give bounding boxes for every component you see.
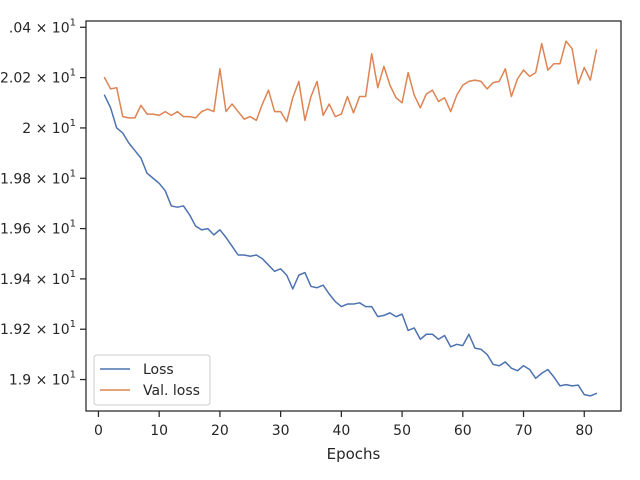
y-tick-label: 1.98 × 101	[0, 168, 76, 187]
y-tick-mantissa: 1.94	[0, 272, 31, 288]
series-line-val-loss	[103, 40, 598, 123]
y-tick-base: 10	[52, 171, 70, 187]
y-tick-base: 10	[52, 322, 70, 338]
x-tick-label: 70	[515, 423, 533, 439]
x-tick-label: 30	[272, 423, 290, 439]
y-tick-exponent: 1	[70, 68, 76, 79]
legend-label: Loss	[143, 362, 174, 378]
y-tick-mantissa: 2	[22, 121, 31, 137]
y-tick-exponent: 1	[70, 118, 76, 129]
y-tick-label: 2.02 × 101	[0, 68, 76, 87]
y-tick-label: 1.96 × 101	[0, 219, 76, 238]
y-tick-base: 10	[52, 272, 70, 288]
x-tick-label: 60	[454, 423, 472, 439]
x-tick-label: 50	[393, 423, 411, 439]
y-tick-exponent: 1	[70, 319, 76, 330]
x-axis: 0 10 20 30 40 50 60 70 80	[94, 411, 593, 439]
y-tick-mantissa: 1.9	[9, 373, 31, 389]
y-tick-label: 1.92 × 101	[0, 319, 76, 338]
y-tick-exponent: 1	[70, 17, 76, 28]
x-axis-label: Epochs	[327, 445, 381, 463]
series-layer	[103, 40, 598, 397]
y-tick-mantissa: .04	[9, 20, 31, 36]
y-tick-exponent: 1	[70, 219, 76, 230]
y-tick-exponent: 1	[70, 269, 76, 280]
y-tick-base: 10	[52, 373, 70, 389]
y-tick-times: ×	[31, 373, 52, 389]
y-tick-mantissa: 1.96	[0, 222, 31, 238]
series-line-loss	[103, 94, 598, 397]
x-tick-label: 20	[211, 423, 229, 439]
x-tick-label: 10	[150, 423, 168, 439]
legend-label: Val. loss	[143, 383, 200, 399]
x-tick-label: 0	[94, 423, 103, 439]
y-tick-exponent: 1	[70, 370, 76, 381]
y-tick-mantissa: 1.92	[0, 322, 31, 338]
y-tick-times: ×	[31, 222, 52, 238]
y-tick-label: .04 × 101	[9, 17, 76, 36]
x-tick-label: 40	[332, 423, 350, 439]
plot-area-frame	[85, 20, 622, 412]
y-tick-times: ×	[31, 121, 52, 137]
y-tick-mantissa: 1.98	[0, 171, 31, 187]
y-tick-label: 1.94 × 101	[0, 269, 76, 288]
y-tick-times: ×	[31, 20, 52, 36]
x-tick-label: 80	[575, 423, 593, 439]
y-tick-times: ×	[31, 322, 52, 338]
y-tick-base: 10	[52, 20, 70, 36]
legend-box	[93, 354, 211, 406]
y-tick-times: ×	[31, 272, 52, 288]
y-tick-times: ×	[31, 171, 52, 187]
y-tick-exponent: 1	[70, 168, 76, 179]
y-tick-base: 10	[52, 71, 70, 87]
y-tick-label: 1.9 × 101	[9, 370, 76, 389]
legend: Loss Val. loss	[93, 354, 211, 406]
y-tick-times: ×	[31, 71, 52, 87]
y-tick-base: 10	[52, 222, 70, 238]
y-tick-mantissa: 2.02	[0, 71, 31, 87]
y-tick-label: 2 × 101	[22, 118, 76, 137]
y-tick-base: 10	[52, 121, 70, 137]
